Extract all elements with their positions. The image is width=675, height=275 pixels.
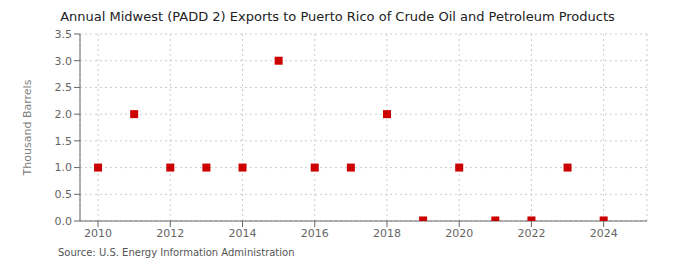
svg-text:1.0: 1.0 [55,161,73,174]
svg-text:2012: 2012 [156,227,184,240]
svg-text:Thousand Barrels: Thousand Barrels [21,79,34,176]
svg-text:3.5: 3.5 [55,28,73,41]
svg-text:2.5: 2.5 [55,81,73,94]
svg-text:0.5: 0.5 [55,188,73,201]
html-text:Annual Midwest (PADD 2) Export: Annual Midwest (PADD 2) Exports to Puert… [60,9,615,24]
svg-text:2024: 2024 [590,227,618,240]
html-text:Source: U.S. Energy Informatio: Source: U.S. Energy Information Administ… [58,247,295,258]
svg-text:1.5: 1.5 [55,135,73,148]
svg-text:2010: 2010 [84,227,112,240]
svg-text:2020: 2020 [445,227,473,240]
svg-text:2022: 2022 [517,227,545,240]
svg-text:2018: 2018 [373,227,401,240]
svg-text:2016: 2016 [301,227,329,240]
svg-text:0.0: 0.0 [55,215,73,228]
svg-text:3.0: 3.0 [55,55,73,68]
svg-text:2.0: 2.0 [55,108,73,121]
svg-text:2014: 2014 [229,227,257,240]
